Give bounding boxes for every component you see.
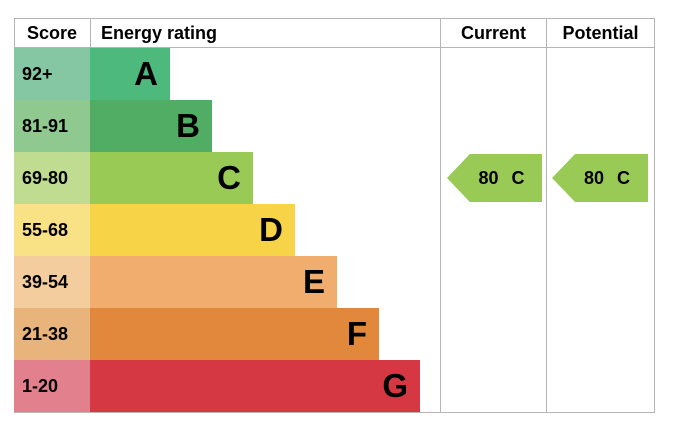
band-letter: F (346, 315, 367, 352)
table-bottom-border (14, 412, 655, 413)
grid-line-right (654, 18, 655, 413)
score-range-label: 69-80 (22, 167, 69, 188)
band-letter: C (217, 159, 241, 196)
energy-band-bar: B (90, 100, 212, 152)
score-cell: 1-20 (14, 360, 90, 412)
epc-rating-table: Score Energy rating Current Potential 92… (14, 18, 655, 413)
score-range-label: 21-38 (22, 323, 69, 344)
energy-band-rows: 92+ A 81-91 B 69-80 C 55-68 (14, 48, 655, 412)
score-cell: 69-80 (14, 152, 90, 204)
grid-line-left (14, 18, 15, 48)
score-range-label: 39-54 (22, 271, 69, 292)
current-rating-letter: C (511, 167, 525, 188)
current-rating-arrow: 80 C (447, 154, 542, 202)
score-cell: 81-91 (14, 100, 90, 152)
current-rating-value: 80 (478, 167, 499, 188)
band-row: 21-38 F (14, 308, 655, 360)
energy-band-bar: A (90, 48, 170, 100)
energy-band-bar: E (90, 256, 337, 308)
header-separator-line (14, 47, 655, 48)
score-range-label: 92+ (22, 63, 53, 84)
grid-line-current-potential (546, 18, 547, 413)
score-range-label: 1-20 (22, 375, 59, 396)
score-cell: 39-54 (14, 256, 90, 308)
energy-band-bar: C (90, 152, 253, 204)
band-letter: G (382, 367, 408, 404)
band-row: 81-91 B (14, 100, 655, 152)
band-row: 69-80 C (14, 152, 655, 204)
band-row: 92+ A (14, 48, 655, 100)
score-range-label: 81-91 (22, 115, 69, 136)
energy-band-bar: D (90, 204, 295, 256)
score-cell: 92+ (14, 48, 90, 100)
band-letter: D (259, 211, 283, 248)
column-header-potential: Potential (562, 22, 639, 43)
score-range-label: 55-68 (22, 219, 69, 240)
band-row: 39-54 E (14, 256, 655, 308)
band-letter: E (302, 263, 325, 300)
column-header-energy-rating: Energy rating (101, 22, 218, 43)
potential-rating-value: 80 (583, 167, 605, 188)
potential-rating-arrow: 80 C (552, 154, 648, 202)
column-header-score: Score (26, 22, 78, 43)
energy-band-bar: G (90, 360, 420, 412)
grid-line-energy-current (440, 18, 441, 413)
grid-line-score-energy (90, 18, 91, 48)
energy-band-bar: F (90, 308, 379, 360)
table-top-border (14, 18, 655, 19)
band-row: 1-20 G (14, 360, 655, 412)
band-letter: B (176, 107, 200, 144)
band-row: 55-68 D (14, 204, 655, 256)
column-header-current: Current (460, 22, 526, 43)
score-cell: 21-38 (14, 308, 90, 360)
potential-rating-letter: C (617, 167, 631, 188)
score-cell: 55-68 (14, 204, 90, 256)
band-letter: A (134, 55, 158, 92)
